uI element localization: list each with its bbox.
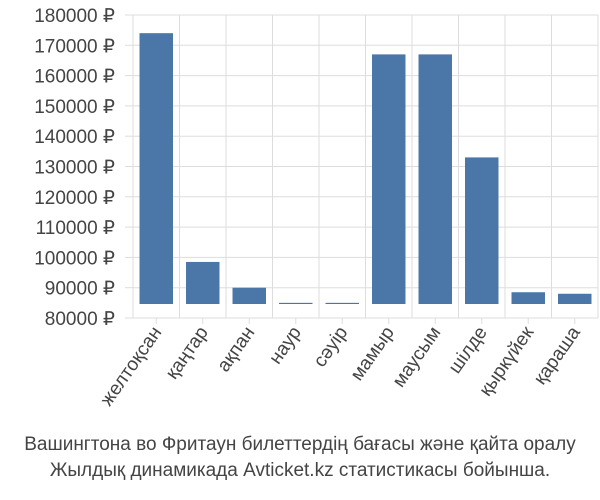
y-tick-label: 180000 ₽ <box>34 6 115 27</box>
y-tick-label: 150000 ₽ <box>34 97 115 118</box>
y-tick-label: 170000 ₽ <box>34 36 115 57</box>
grid-lines <box>132 14 599 319</box>
bar-6 <box>418 54 452 304</box>
bar-8 <box>511 292 545 304</box>
x-category-label: желтоқсан <box>97 323 167 410</box>
bar-3 <box>279 302 313 304</box>
bar-9 <box>558 293 592 304</box>
bar-2 <box>232 287 266 304</box>
y-tick-label: 80000 ₽ <box>45 309 115 330</box>
bar-chart: 80000 ₽ 90000 ₽ 100000 ₽ 110000 ₽ 120000 ₽ 13… <box>34 6 599 410</box>
x-category-label: сәуір <box>310 323 353 371</box>
caption-line-2: Жылдық динамикада Avticket.kz статистика… <box>49 460 551 481</box>
y-tick-label: 100000 ₽ <box>34 248 115 269</box>
x-category-label: қараша <box>530 322 585 388</box>
bar-5 <box>372 54 406 304</box>
y-tick-label: 90000 ₽ <box>45 279 115 300</box>
y-tick-label: 130000 ₽ <box>34 158 115 179</box>
bar-0 <box>139 33 173 305</box>
x-category-label: ақпан <box>213 323 259 376</box>
y-axis: 80000 ₽ 90000 ₽ 100000 ₽ 110000 ₽ 120000 ₽ 13… <box>34 6 133 330</box>
x-category-label: маусым <box>389 323 446 392</box>
y-tick-label: 120000 ₽ <box>34 188 115 209</box>
x-category-label: наур <box>265 323 306 368</box>
y-tick-label: 140000 ₽ <box>34 127 115 148</box>
bar-1 <box>186 261 220 304</box>
y-tick-label: 160000 ₽ <box>34 67 115 88</box>
caption-line-1: Вашингтона во Фритаун билеттердің бағасы… <box>24 434 576 455</box>
bars <box>139 33 592 305</box>
y-tick-label: 110000 ₽ <box>36 218 115 239</box>
bar-4 <box>325 302 359 304</box>
x-category-label: шілде <box>445 323 492 378</box>
x-category-label: қаңтар <box>162 323 213 383</box>
bar-7 <box>465 157 499 304</box>
